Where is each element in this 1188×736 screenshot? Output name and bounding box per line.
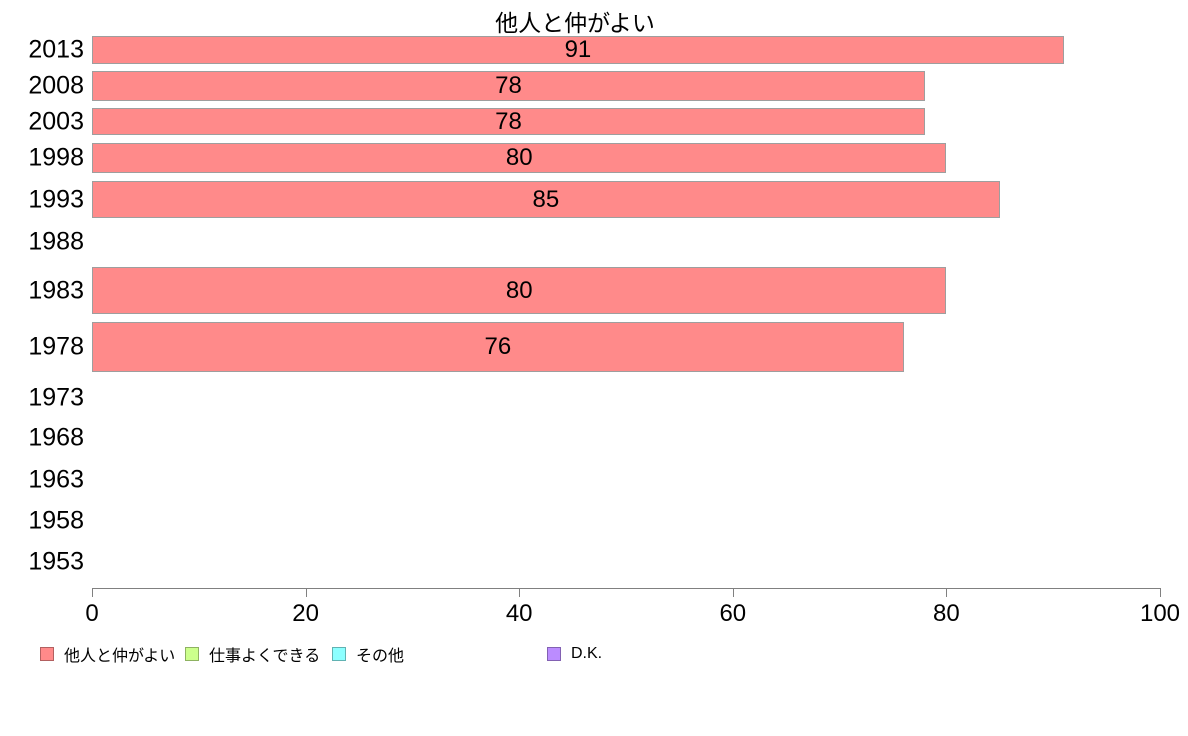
y-axis-label-2008: 2008 bbox=[28, 71, 84, 100]
x-axis-tick-label: 20 bbox=[292, 600, 319, 627]
bar-value-label: 80 bbox=[505, 276, 533, 304]
y-axis-label-1978: 1978 bbox=[28, 332, 84, 361]
y-axis-label-1993: 1993 bbox=[28, 185, 84, 213]
bar-value-label: 85 bbox=[532, 185, 560, 213]
legend-label: D.K. bbox=[571, 645, 603, 662]
legend-item-3: その他 bbox=[332, 646, 404, 665]
y-axis-label-1988: 1988 bbox=[28, 227, 84, 256]
bar-2013: 91 bbox=[92, 36, 1064, 64]
legend-item-1: 他人と仲がよい bbox=[40, 646, 175, 665]
y-axis-label-1953: 1953 bbox=[28, 547, 84, 576]
bar-2008: 78 bbox=[92, 71, 926, 101]
y-axis-label-1963: 1963 bbox=[28, 465, 84, 494]
bar-2003: 78 bbox=[92, 107, 926, 135]
bar-1998: 80 bbox=[92, 143, 947, 173]
y-axis-label-1968: 1968 bbox=[28, 423, 84, 452]
x-axis-tick-label: 100 bbox=[1139, 600, 1181, 627]
bar-1993: 85 bbox=[92, 181, 1000, 218]
x-axis-tick bbox=[305, 588, 307, 597]
y-axis-label-1983: 1983 bbox=[28, 276, 84, 304]
y-axis-label-1998: 1998 bbox=[28, 143, 84, 172]
bar-value-label: 91 bbox=[564, 36, 592, 63]
bar-value-label: 80 bbox=[505, 144, 533, 171]
bar-1978: 76 bbox=[92, 322, 904, 372]
legend-swatch bbox=[332, 647, 346, 661]
legend-swatch bbox=[40, 647, 54, 661]
legend-label: 仕事よくできる bbox=[209, 648, 321, 665]
legend-label: 他人と仲がよい bbox=[64, 648, 176, 665]
legend-item-4: D.K. bbox=[547, 645, 603, 662]
x-axis-line bbox=[92, 588, 1161, 589]
x-axis-tick bbox=[732, 588, 734, 597]
x-axis-tick bbox=[1160, 588, 1161, 597]
x-axis-tick-label: 0 bbox=[85, 600, 99, 627]
bar-value-label: 78 bbox=[495, 107, 522, 135]
x-axis-tick-label: 40 bbox=[505, 600, 533, 627]
chart-title: 他人と仲がよい bbox=[495, 10, 655, 36]
bar-value-label: 78 bbox=[495, 72, 522, 99]
x-axis-tick bbox=[946, 588, 948, 597]
x-axis-tick bbox=[92, 588, 93, 597]
y-axis-label-1973: 1973 bbox=[28, 383, 84, 412]
x-axis-tick-label: 80 bbox=[933, 600, 960, 627]
y-axis-label-2013: 2013 bbox=[28, 35, 84, 64]
legend-swatch bbox=[185, 647, 199, 661]
bar-value-label: 76 bbox=[484, 333, 512, 360]
bar-1983: 80 bbox=[92, 267, 947, 314]
legend-label: その他 bbox=[356, 648, 405, 665]
x-axis-tick bbox=[519, 588, 521, 597]
x-axis-tick-label: 60 bbox=[719, 600, 747, 627]
legend-item-2: 仕事よくできる bbox=[185, 646, 320, 665]
y-axis-label-1958: 1958 bbox=[28, 506, 84, 535]
legend-swatch bbox=[547, 647, 561, 661]
y-axis-label-2003: 2003 bbox=[28, 107, 84, 135]
